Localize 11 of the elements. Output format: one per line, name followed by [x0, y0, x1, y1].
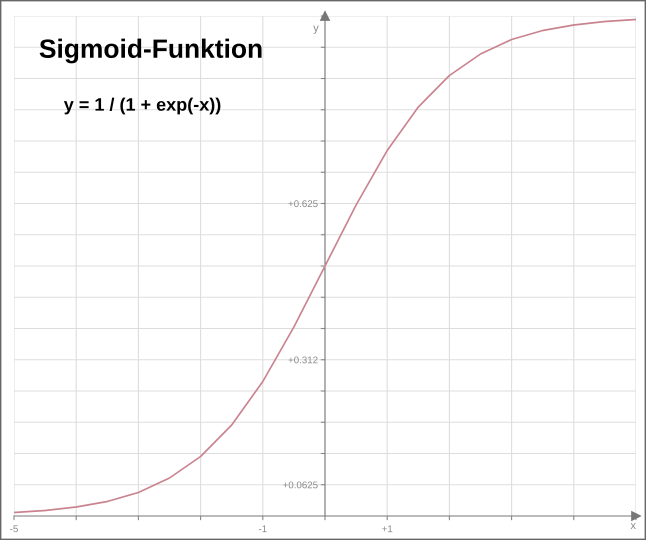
- y-tick-label: +0.0625: [283, 481, 318, 488]
- x-tick-label: +1: [382, 525, 392, 532]
- x-tick-label: -1: [258, 525, 267, 532]
- text: Sigmoid-Funktion: [40, 38, 262, 64]
- line-series: [14, 18, 636, 514]
- x-axis-title: x: [630, 523, 636, 530]
- x-tick-label: -5: [10, 525, 18, 532]
- text: y = 1 / (1 + exp(-x)): [64, 98, 220, 114]
- y-tick-label: +0.625: [288, 200, 318, 208]
- y-tick-label: +0.312: [288, 356, 318, 364]
- y-axis-title: y: [313, 26, 319, 34]
